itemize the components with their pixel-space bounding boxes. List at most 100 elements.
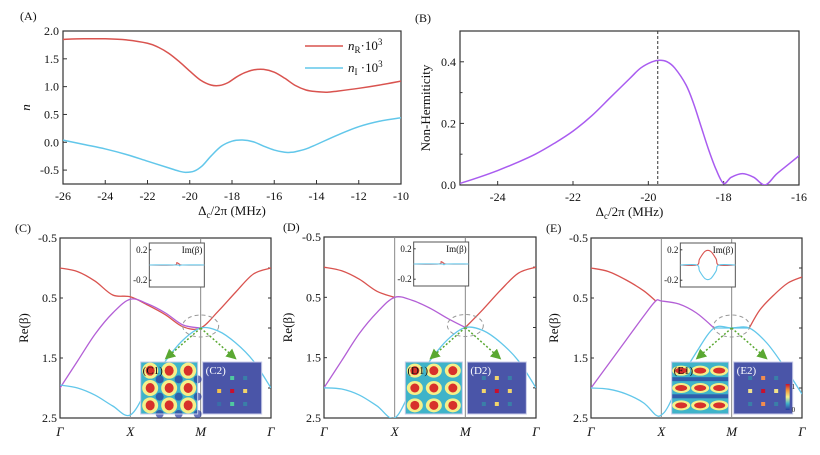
fourier-peak [230, 402, 235, 406]
inset-y-tick-label: 0.2 [400, 244, 411, 254]
field-lobe [410, 366, 420, 376]
fourier-peak [761, 389, 766, 393]
field-map-border [140, 361, 199, 415]
band-band-upper [324, 266, 395, 298]
y-tick-label: 0.0 [44, 135, 59, 149]
x-tick-label: -14 [309, 189, 325, 203]
fourier-peak [761, 376, 766, 380]
arrow-to-field-map [164, 327, 202, 360]
y-tick-label: 2.5 [42, 411, 57, 425]
x-tick-label-m: M [725, 424, 738, 439]
field-node [155, 375, 164, 384]
inset-y-tick-label: -0.2 [133, 275, 147, 285]
y-tick-label: 2.5 [306, 411, 321, 425]
y-axis-label: Re(β) [546, 313, 561, 343]
field-lobe [410, 400, 420, 410]
panel-label: (D) [283, 220, 300, 234]
y-tick-label: 1.5 [42, 351, 57, 365]
band-band-lower [60, 326, 271, 417]
x-tick-label: -18 [716, 190, 732, 204]
field-lobe [183, 383, 193, 393]
field-map: (E1) [671, 361, 730, 415]
field-lobe [164, 365, 174, 376]
fourier-peak [774, 389, 779, 393]
field-lobe [694, 367, 707, 374]
x-tick-label: -20 [182, 189, 198, 203]
fourier-peak [761, 402, 766, 406]
y-tick-label: 0.0 [441, 178, 456, 192]
field-lobe [145, 400, 155, 411]
x-tick-label: -22 [565, 190, 581, 204]
field-lobe [713, 385, 726, 391]
field-lobe [713, 402, 726, 409]
panel-label: (E) [546, 221, 561, 235]
plot-frame [459, 30, 800, 186]
x-tick-label-m: M [459, 424, 472, 439]
y-tick-label: 0.5 [42, 291, 57, 305]
band-band-upper-2 [748, 276, 802, 329]
panel-a: (A) -26 -24 -22 -20 -18 -16 -14 -12 -10 -0.5 0.0 0.5… [18, 9, 409, 220]
fourier-peak [243, 376, 248, 380]
x-tick-label-gamma: Γ [531, 424, 540, 439]
band-band-upper-2 [464, 266, 536, 328]
x-tick-label-gamma: Γ [266, 424, 275, 439]
degeneracy-highlight-circle [446, 314, 484, 337]
field-map-label: (C1) [143, 365, 164, 377]
fourier-peak [481, 402, 486, 406]
y-tick-label: 0.5 [573, 291, 588, 305]
field-node [155, 392, 164, 401]
field-map: (C1) [140, 361, 202, 418]
x-tick-label: -26 [55, 189, 71, 203]
inset-y-tick-label: 0.2 [136, 245, 147, 255]
x-tick-label-m: M [194, 424, 207, 439]
legend-label: nR·103 [348, 37, 383, 55]
band-band-mid [591, 299, 715, 389]
y-axis-label: Re(β) [16, 313, 31, 343]
panel-label: (A) [20, 9, 37, 23]
field-node [174, 375, 183, 384]
field-lobe [429, 400, 439, 410]
y-tick-label: 1.5 [306, 351, 321, 365]
x-tick-label-gamma: Γ [797, 424, 806, 439]
inset-im-beta: 0.2 -0.2 Im(β) [664, 242, 736, 288]
panel-c: (C)-0.50.51.52.5Γ X M ΓRe(β)(C1) (C2)0.2-0.2… [15, 221, 275, 439]
inset-y-tick-label: -0.2 [397, 274, 411, 284]
fourier-peak [774, 402, 779, 406]
arrow-to-fourier-map [200, 327, 237, 360]
panel-label: (B) [415, 11, 431, 25]
band-band-mid [324, 296, 466, 389]
field-lobe [694, 402, 707, 409]
y-axis-label: Re(β) [280, 313, 295, 343]
fourier-peak [748, 402, 753, 406]
band-band-upper [591, 267, 657, 302]
x-axis-label: Δc/2π (MHz) [198, 203, 266, 220]
field-lobe [164, 400, 174, 411]
fourier-peak [494, 402, 499, 406]
field-lobe [429, 383, 439, 393]
series-line-nR [63, 37, 401, 93]
series-line-nI [63, 117, 401, 174]
y-tick-label: 1.5 [44, 52, 59, 66]
x-tick-label-x: X [125, 424, 135, 439]
field-map-border [671, 361, 730, 415]
fourier-peak [481, 389, 486, 393]
field-lobe [429, 366, 439, 376]
x-tick-label: -24 [97, 189, 113, 203]
field-node [174, 392, 183, 401]
field-map: (D1) [404, 361, 463, 415]
band-band-lower [324, 326, 536, 418]
x-tick-label: -20 [640, 190, 656, 204]
x-tick-label: -16 [791, 190, 807, 204]
inset-im-beta: 0.2 -0.2 Im(β) [397, 241, 470, 287]
band-band-mid [60, 298, 201, 389]
x-tick-label: -16 [266, 189, 282, 203]
fourier-map: (D2) [466, 361, 527, 415]
fourier-peak [481, 376, 486, 380]
inset-y-tick-label: 0.2 [667, 245, 678, 255]
y-tick-label: 2.0 [44, 24, 59, 38]
inset-title: Im(β) [182, 245, 203, 255]
field-lobe [183, 365, 193, 376]
fourier-peak [748, 376, 753, 380]
field-lobe [675, 367, 688, 374]
x-tick-label-x: X [656, 424, 666, 439]
